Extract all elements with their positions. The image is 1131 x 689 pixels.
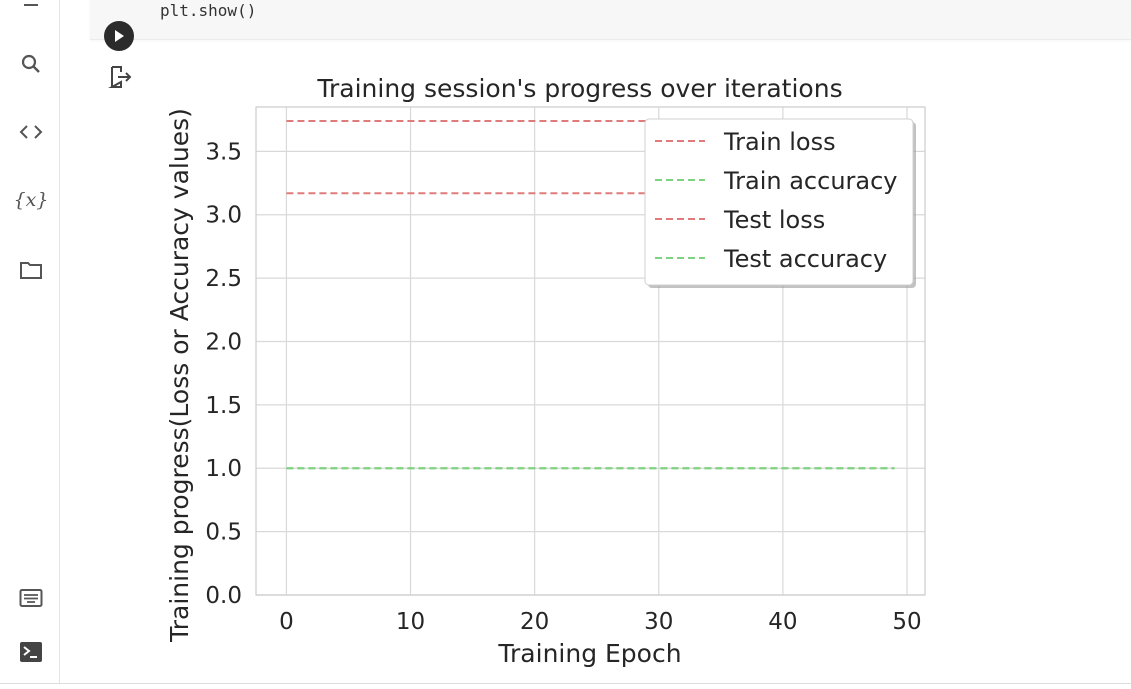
code-cell[interactable]: plt.show() — [90, 0, 1131, 40]
legend-box — [644, 118, 914, 286]
window-bottom-border — [0, 683, 1131, 684]
y-tick-label: 2.5 — [205, 266, 242, 292]
code-line[interactable]: plt.show() — [160, 1, 257, 20]
x-tick-label: 0 — [279, 609, 294, 635]
x-tick-label: 20 — [520, 609, 549, 635]
code-snippets-icon[interactable] — [17, 118, 45, 146]
y-axis-label: Training progress(Loss or Accuracy value… — [165, 108, 194, 643]
menu-icon[interactable] — [17, 0, 45, 14]
legend-label: Train loss — [723, 128, 836, 156]
command-palette-icon[interactable] — [17, 584, 45, 612]
y-tick-label: 3.5 — [205, 139, 242, 165]
tick-label-layer: 0 10 20 30 40 50 0.0 0.5 1.0 1.5 2.0 2.5 3.0 3.5 — [205, 139, 921, 635]
output-redirect-icon[interactable] — [108, 64, 134, 90]
plot-area-frame — [255, 106, 926, 596]
x-axis-label: Training Epoch — [497, 639, 681, 668]
y-tick-label: 0.0 — [205, 583, 242, 609]
files-icon[interactable] — [17, 256, 45, 284]
play-icon — [115, 30, 124, 42]
y-tick-label: 1.5 — [205, 393, 242, 419]
y-tick-label: 3.0 — [205, 203, 242, 229]
x-tick-label: 40 — [768, 609, 797, 635]
search-icon[interactable] — [17, 50, 45, 78]
chart-title: Training session's progress over iterati… — [316, 74, 842, 103]
left-sidebar: {x} — [0, 0, 60, 684]
y-tick-label: 2.0 — [205, 329, 242, 355]
x-tick-label: 10 — [396, 609, 425, 635]
legend-label: Test accuracy — [723, 245, 887, 273]
y-tick-label: 0.5 — [205, 520, 242, 546]
legend-entries: Train loss Train accuracy Test loss Test ac… — [655, 128, 898, 273]
legend-label: Train accuracy — [723, 167, 898, 195]
terminal-icon[interactable] — [17, 638, 45, 666]
run-cell-button[interactable] — [104, 21, 134, 51]
variables-icon[interactable]: {x} — [13, 189, 49, 211]
x-tick-label: 50 — [892, 609, 921, 635]
chart-legend: Train loss Train accuracy Test loss Test ac… — [644, 118, 916, 288]
training-progress-chart: 0 10 20 30 40 50 0.0 0.5 1.0 1.5 2.0 2.5 3.0 3.5 Trai… — [165, 74, 926, 668]
x-tick-label: 30 — [644, 609, 673, 635]
y-tick-label: 1.0 — [205, 456, 242, 482]
legend-label: Test loss — [723, 206, 825, 234]
